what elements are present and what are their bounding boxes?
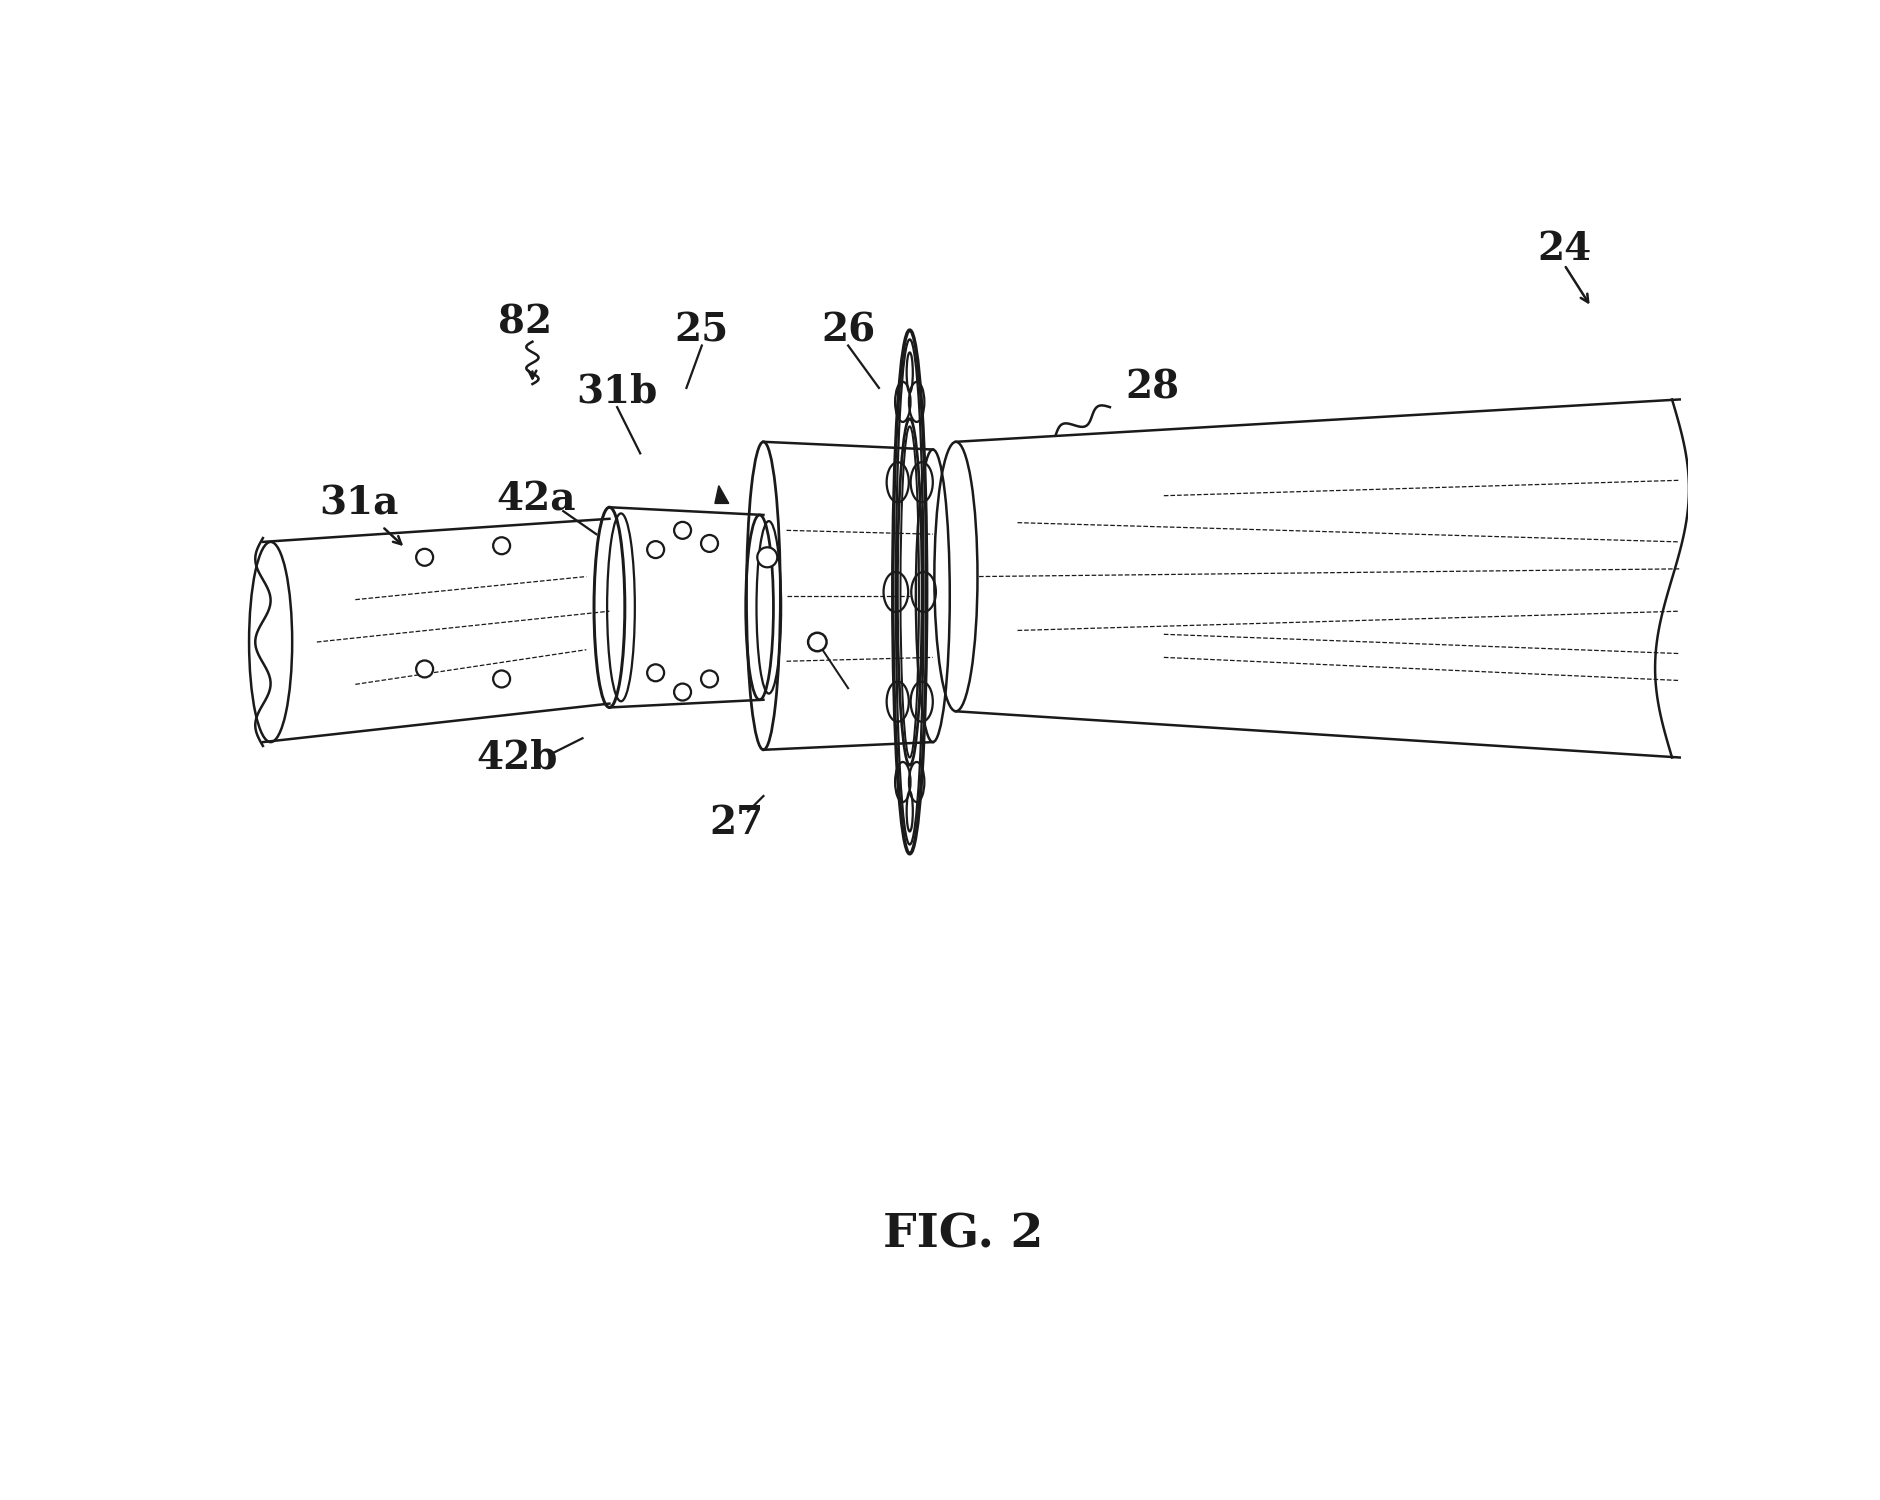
- Text: 24: 24: [1536, 231, 1590, 268]
- Text: 82: 82: [498, 303, 551, 342]
- Text: 26: 26: [820, 310, 874, 350]
- Circle shape: [415, 549, 432, 566]
- Circle shape: [673, 684, 690, 700]
- Circle shape: [493, 670, 509, 687]
- Circle shape: [701, 670, 718, 687]
- Text: 42a: 42a: [496, 480, 575, 519]
- Text: 42b: 42b: [476, 738, 556, 777]
- Circle shape: [493, 537, 509, 554]
- Circle shape: [808, 633, 825, 651]
- Text: 31a: 31a: [320, 484, 399, 522]
- Circle shape: [647, 542, 664, 558]
- Text: FIG. 2: FIG. 2: [884, 1212, 1043, 1258]
- Circle shape: [758, 548, 776, 567]
- Circle shape: [701, 536, 718, 552]
- Text: 25: 25: [675, 310, 729, 350]
- Text: 31b: 31b: [575, 374, 658, 411]
- Circle shape: [415, 660, 432, 678]
- Circle shape: [673, 522, 690, 538]
- Text: 27: 27: [709, 804, 763, 842]
- Text: 28: 28: [1124, 369, 1179, 407]
- Circle shape: [647, 664, 664, 681]
- Polygon shape: [714, 486, 728, 504]
